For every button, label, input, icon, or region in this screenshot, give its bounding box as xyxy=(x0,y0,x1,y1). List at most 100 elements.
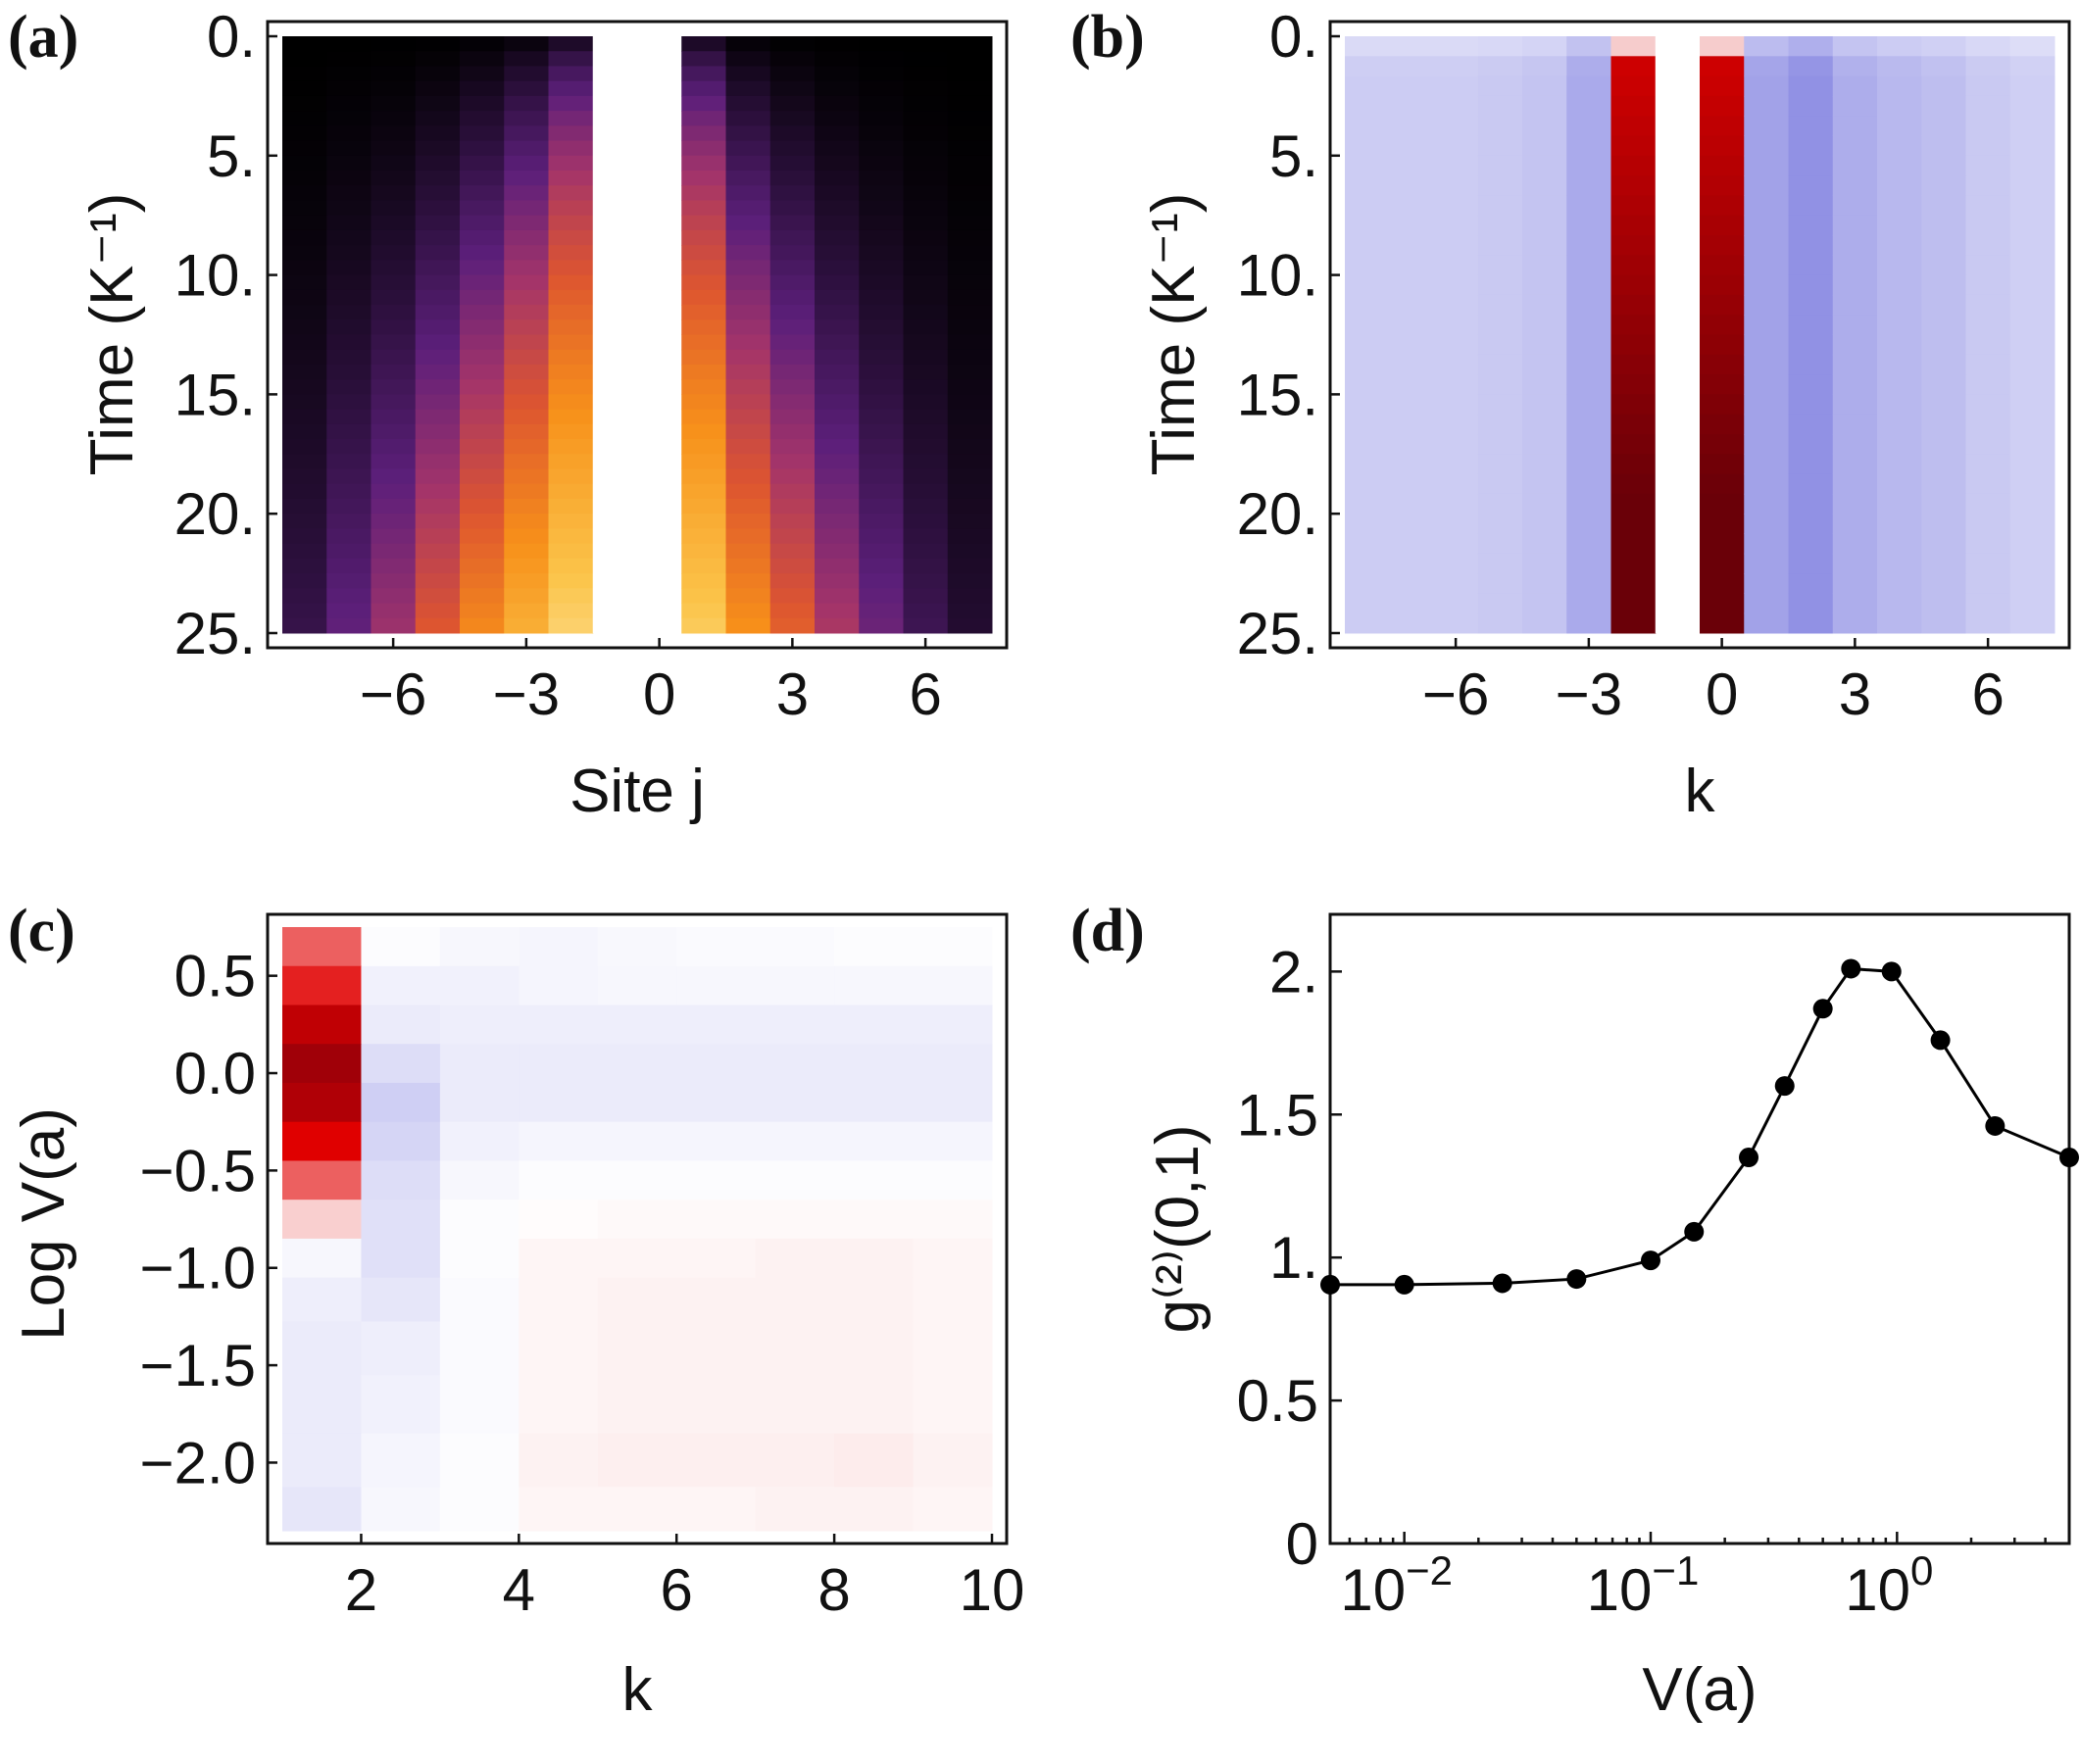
heatmap-cell xyxy=(439,1082,520,1123)
heatmap-cell xyxy=(1522,255,1567,276)
heatmap-cell xyxy=(1345,394,1390,416)
heatmap-cell xyxy=(504,140,549,157)
heatmap-cell xyxy=(755,1321,835,1376)
heatmap-cell xyxy=(2009,553,2055,574)
heatmap-cell xyxy=(1921,75,1966,97)
heatmap-cell xyxy=(755,1433,835,1488)
heatmap-cell xyxy=(769,483,816,500)
heatmap-cell xyxy=(859,617,904,634)
heatmap-cell xyxy=(1433,155,1479,176)
heatmap-cell xyxy=(326,379,371,395)
heatmap-cell xyxy=(1477,235,1523,256)
y-tick-label: 0. xyxy=(207,4,256,70)
heatmap-cell xyxy=(913,1082,993,1123)
heatmap-cell xyxy=(755,1200,835,1240)
heatmap-cell xyxy=(1744,274,1789,296)
heatmap-cell xyxy=(504,394,549,411)
heatmap-cell xyxy=(947,468,993,485)
heatmap-cell xyxy=(1610,235,1657,256)
heatmap-cell xyxy=(1832,414,1878,435)
heatmap-cell xyxy=(1566,274,1611,296)
heatmap-cell xyxy=(769,200,816,217)
heatmap-cell xyxy=(859,155,904,172)
heatmap-cell xyxy=(326,51,371,67)
heatmap-cell xyxy=(859,319,904,335)
heatmap-cell xyxy=(1345,175,1390,196)
heatmap-cell xyxy=(371,200,417,217)
heatmap-cell xyxy=(903,543,949,560)
heatmap-cell xyxy=(1433,195,1479,217)
heatmap-cell xyxy=(282,1487,362,1532)
heatmap-cell xyxy=(371,439,417,455)
heatmap-cell xyxy=(903,155,949,172)
heatmap-cell xyxy=(1832,315,1878,335)
heatmap-cell xyxy=(1477,315,1523,335)
heatmap-cell xyxy=(1700,354,1745,375)
heatmap-cell xyxy=(676,1160,757,1200)
heatmap-cell xyxy=(1877,573,1922,594)
heatmap-cell xyxy=(1832,354,1878,375)
heatmap-cell xyxy=(1921,135,1966,157)
heatmap-cell xyxy=(1832,553,1878,574)
heatmap-cell xyxy=(415,140,461,157)
heatmap-cell xyxy=(1788,473,1834,495)
heatmap-cell xyxy=(1433,514,1479,534)
heatmap-cell xyxy=(326,289,371,306)
heatmap-cell xyxy=(1522,95,1567,117)
heatmap-cell xyxy=(947,200,993,217)
heatmap-cell xyxy=(1832,454,1878,475)
x-tick-label: −3 xyxy=(1556,662,1622,727)
x-tick-exponent: 0 xyxy=(1910,1547,1933,1593)
heatmap-cell xyxy=(1965,473,2011,495)
heatmap-cell xyxy=(1477,36,1523,57)
heatmap-cell xyxy=(859,289,904,306)
heatmap-cell xyxy=(681,289,726,306)
heatmap-cell xyxy=(1965,414,2011,435)
heatmap-cell xyxy=(815,171,860,186)
heatmap-cell xyxy=(859,558,904,574)
heatmap-cell xyxy=(519,1044,599,1084)
heatmap-cell xyxy=(548,483,594,500)
heatmap-cell xyxy=(859,423,904,440)
heatmap-cell xyxy=(755,1044,835,1084)
heatmap-cell xyxy=(1832,612,1878,634)
heatmap-cell xyxy=(725,379,771,395)
heatmap-cell xyxy=(1744,255,1789,276)
heatmap-cell xyxy=(676,1277,757,1322)
heatmap-cell xyxy=(415,51,461,67)
heatmap-cell xyxy=(769,260,816,276)
heatmap-cell xyxy=(326,558,371,574)
heatmap-cell xyxy=(1832,56,1878,77)
heatmap-cell xyxy=(282,274,327,291)
heatmap-cell xyxy=(1522,315,1567,335)
heatmap-cell xyxy=(1389,294,1434,316)
heatmap-cell xyxy=(681,514,726,529)
heatmap-cell xyxy=(548,111,594,126)
heatmap-cell xyxy=(1788,394,1834,416)
heatmap-cell xyxy=(439,927,520,967)
heatmap-cell xyxy=(681,200,726,217)
heatmap-cell xyxy=(859,349,904,366)
heatmap-cell xyxy=(1477,573,1523,594)
heatmap-cell xyxy=(415,125,461,142)
heatmap-cell xyxy=(676,1321,757,1376)
y-tick-label: 1. xyxy=(1269,1225,1318,1291)
heatmap-cell xyxy=(1700,514,1745,534)
heatmap-cell xyxy=(1965,135,2011,157)
heatmap-cell xyxy=(1433,473,1479,495)
heatmap-cell xyxy=(282,349,327,366)
heatmap-cell xyxy=(1433,394,1479,416)
heatmap-cell xyxy=(1921,235,1966,256)
heatmap-cell xyxy=(460,171,505,186)
heatmap-cell xyxy=(1700,195,1745,217)
heatmap-cell xyxy=(1345,473,1390,495)
heatmap-cell xyxy=(1877,593,1922,614)
heatmap-cell xyxy=(1522,414,1567,435)
heatmap-cell xyxy=(725,140,771,157)
heatmap-cell xyxy=(1389,36,1434,57)
heatmap-cell xyxy=(548,454,594,470)
heatmap-cell xyxy=(815,274,860,291)
heatmap-cell xyxy=(769,51,816,67)
heatmap-cell xyxy=(681,51,726,67)
heatmap-cell xyxy=(834,965,915,1005)
